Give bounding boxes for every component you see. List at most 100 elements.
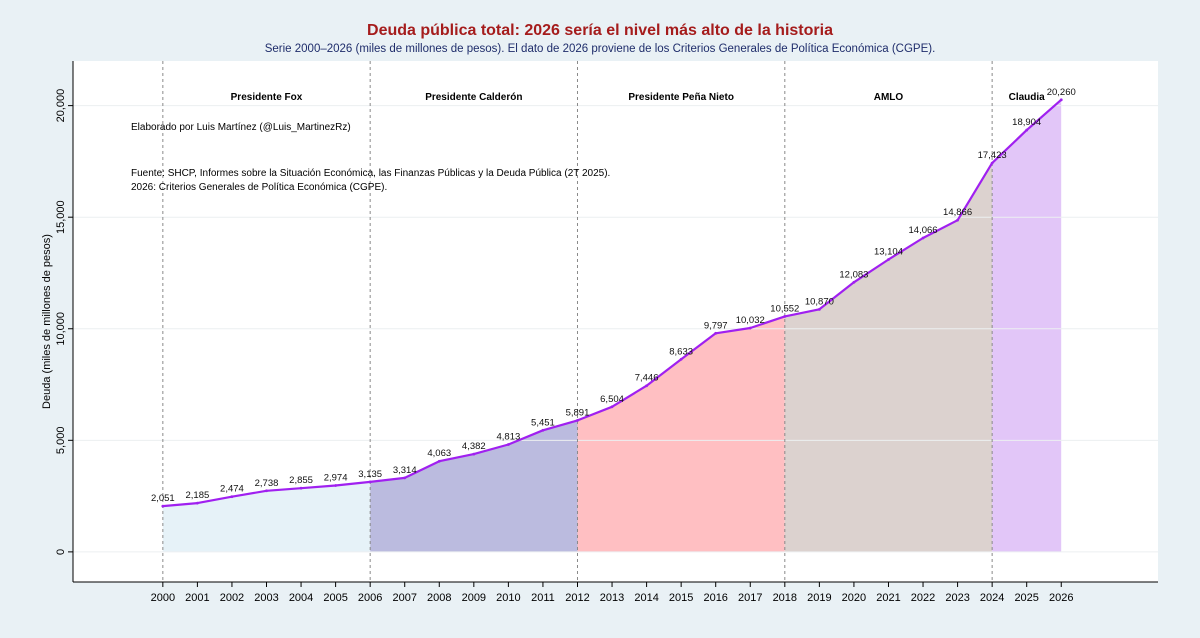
x-tick-label: 2003: [254, 592, 278, 604]
period-label: Claudia: [1009, 92, 1046, 103]
y-tick-label: 10,000: [55, 312, 67, 346]
annotations: Elaborado por Luis Martínez (@Luis_Marti…: [131, 122, 610, 193]
data-point: [230, 495, 234, 499]
x-axis-ticks: 2000 2001 2002 2003 2004 2005 2006 2007 2008 2009…: [151, 582, 1073, 604]
data-label: 2,051: [151, 493, 175, 504]
y-tick-label: 0: [55, 549, 67, 555]
chart-subtitle: Serie 2000–2026 (miles de millones de pe…: [265, 43, 936, 55]
data-label: 10,870: [805, 296, 834, 307]
x-tick-label: 2005: [323, 592, 347, 604]
data-point: [334, 484, 338, 487]
x-tick-label: 2017: [738, 592, 762, 604]
data-point: [956, 218, 959, 222]
x-tick-label: 2026: [1049, 592, 1073, 604]
data-label: 4,382: [462, 441, 486, 452]
period-area-3: [577, 316, 785, 552]
data-point: [852, 280, 856, 284]
x-tick-label: 2025: [1014, 592, 1038, 604]
data-point: [506, 443, 510, 446]
data-point: [1025, 128, 1029, 132]
data-point: [161, 504, 165, 508]
data-point: [645, 384, 648, 388]
x-tick-label: 2020: [842, 592, 866, 604]
data-point: [576, 419, 579, 422]
data-label: 5,451: [531, 417, 555, 428]
data-point: [437, 459, 441, 463]
data-labels: 2,051 2,185 2,474 2,738 2,855 2,974 3,135 3,314…: [151, 87, 1076, 504]
data-label: 2,474: [220, 484, 244, 495]
x-tick-label: 2018: [773, 592, 797, 604]
x-tick-label: 2012: [565, 592, 589, 604]
data-label: 12,083: [839, 269, 868, 280]
x-tick-label: 2022: [911, 592, 935, 604]
data-point: [921, 236, 925, 240]
data-label: 10,032: [736, 315, 765, 326]
data-point: [368, 480, 372, 484]
data-point: [403, 476, 407, 480]
chart-title: Deuda pública total: 2026 sería el nivel…: [367, 22, 833, 39]
period-bands: [162, 99, 1062, 552]
data-point: [1059, 98, 1063, 102]
period-boundaries: [162, 61, 993, 582]
data-label: 3,135: [358, 469, 382, 480]
data-label: 20,260: [1047, 87, 1076, 98]
gridlines: [73, 105, 1158, 553]
x-tick-label: 2004: [289, 592, 313, 604]
axes: [72, 61, 1158, 583]
x-tick-label: 2019: [807, 592, 831, 604]
data-label: 2,185: [186, 490, 210, 501]
x-tick-label: 2006: [358, 592, 382, 604]
y-axis-title: Deuda (miles de millones de pesos): [41, 234, 53, 409]
period-label: Presidente Calderón: [425, 92, 522, 103]
period-area-2: [370, 420, 578, 552]
data-point: [679, 357, 683, 361]
period-label: AMLO: [874, 92, 904, 103]
data-point: [610, 405, 614, 409]
x-tick-label: 2013: [600, 592, 624, 604]
x-tick-label: 2014: [634, 592, 658, 604]
x-tick-label: 2015: [669, 592, 693, 604]
x-tick-label: 2008: [427, 592, 451, 604]
x-tick-label: 2007: [392, 592, 416, 604]
x-tick-label: 2023: [945, 592, 969, 604]
data-label: 17,423: [978, 150, 1007, 161]
data-point: [783, 315, 787, 318]
period-label: Presidente Fox: [231, 92, 303, 103]
annotation-text: Fuente: SHCP, Informes sobre la Situació…: [131, 168, 610, 179]
data-point: [748, 326, 752, 330]
y-tick-label: 20,000: [55, 89, 67, 123]
x-tick-label: 2010: [496, 592, 520, 604]
period-area-1: [162, 481, 371, 552]
y-tick-label: 15,000: [55, 200, 67, 234]
data-point: [714, 331, 718, 335]
data-label: 6,504: [600, 394, 624, 405]
data-point: [887, 258, 890, 261]
data-label: 7,446: [635, 373, 659, 384]
annotation-text: Elaborado por Luis Martínez (@Luis_Marti…: [131, 122, 351, 133]
data-label: 3,314: [393, 465, 417, 476]
data-label: 2,974: [324, 473, 348, 484]
data-label: 14,066: [909, 225, 938, 236]
annotation-text: 2026: Criterios Generales de Política Ec…: [131, 182, 387, 193]
data-point: [299, 486, 303, 490]
data-label: 9,797: [704, 320, 728, 331]
data-label: 4,813: [496, 431, 520, 442]
data-point: [265, 489, 268, 493]
x-tick-label: 2001: [185, 592, 209, 604]
data-label: 8,633: [669, 346, 693, 357]
data-label: 10,552: [770, 303, 799, 314]
data-label: 13,104: [874, 246, 903, 257]
period-area-4: [784, 163, 993, 552]
data-points: [161, 98, 1063, 508]
x-tick-label: 2021: [876, 592, 900, 604]
period-labels: Presidente Fox Presidente Calderón Preside…: [231, 92, 1046, 103]
x-tick-label: 2011: [531, 592, 555, 604]
x-tick-label: 2002: [220, 592, 244, 604]
data-label: 5,891: [566, 407, 590, 418]
data-label: 4,063: [427, 448, 451, 459]
data-label: 18,904: [1012, 117, 1041, 128]
data-label: 2,738: [255, 478, 279, 489]
x-tick-label: 2000: [151, 592, 175, 604]
x-tick-label: 2024: [980, 592, 1004, 604]
